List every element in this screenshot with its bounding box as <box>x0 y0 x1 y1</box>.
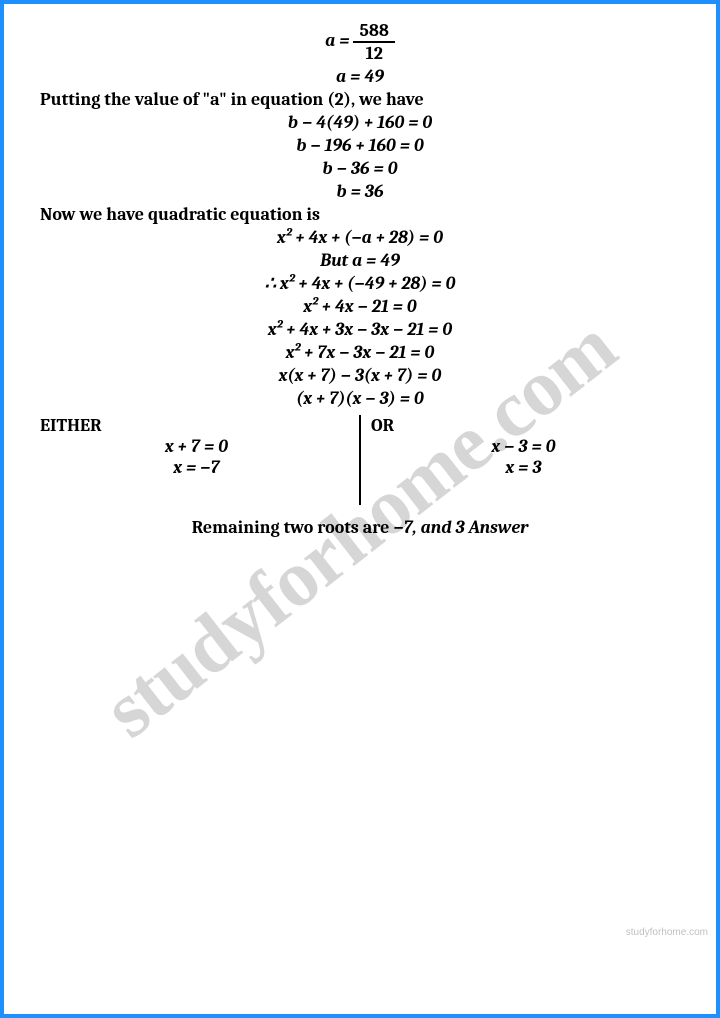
b-eq-2: b − 196 + 160 = 0 <box>40 135 680 156</box>
frac-lhs: a = <box>325 30 349 51</box>
b-eq-4: b = 36 <box>40 181 680 202</box>
either-label: EITHER <box>40 415 353 436</box>
vertical-divider <box>359 415 361 505</box>
left-eq-2: x = −7 <box>40 457 353 478</box>
answer-line: Remaining two roots are −7, and 3 Answer <box>40 517 680 538</box>
quad-5: x² + 7x − 3x − 21 = 0 <box>40 342 680 363</box>
right-eq-2: x = 3 <box>367 457 680 478</box>
putting-text: Putting the value of "a" in equation (2)… <box>40 89 680 110</box>
now-text: Now we have quadratic equation is <box>40 204 680 225</box>
or-column: OR x − 3 = 0 x = 3 <box>367 415 680 505</box>
answer-prefix: Remaining two roots are <box>192 517 394 538</box>
answer-word: Answer <box>469 517 529 538</box>
frac-num: 588 <box>353 20 394 43</box>
or-label: OR <box>367 415 680 436</box>
b-eq-3: b − 36 = 0 <box>40 158 680 179</box>
quad-1: x² + 4x + (−a + 28) = 0 <box>40 227 680 248</box>
quad-2: ∴ x² + 4x + (−49 + 28) = 0 <box>40 273 680 294</box>
quad-3: x² + 4x − 21 = 0 <box>40 296 680 317</box>
right-eq-1: x − 3 = 0 <box>367 436 680 457</box>
either-or-block: EITHER x + 7 = 0 x = −7 OR x − 3 = 0 x =… <box>40 415 680 505</box>
quad-4: x² + 4x + 3x − 3x − 21 = 0 <box>40 319 680 340</box>
quad-7: (x + 7)(x − 3) = 0 <box>40 388 680 409</box>
fraction: 588 12 <box>353 20 394 64</box>
answer-roots: −7, and 3 <box>393 517 464 538</box>
document-content: a = 588 12 a = 49 Putting the value of "… <box>40 20 680 538</box>
fraction-line: a = 588 12 <box>40 20 680 64</box>
b-eq-1: b − 4(49) + 160 = 0 <box>40 112 680 133</box>
left-eq-1: x + 7 = 0 <box>40 436 353 457</box>
small-watermark: studyforhome.com <box>626 927 708 938</box>
quad-6: x(x + 7) − 3(x + 7) = 0 <box>40 365 680 386</box>
a-value: a = 49 <box>40 66 680 87</box>
but-a: But a = 49 <box>40 250 680 271</box>
either-column: EITHER x + 7 = 0 x = −7 <box>40 415 353 505</box>
frac-den: 12 <box>353 43 394 64</box>
